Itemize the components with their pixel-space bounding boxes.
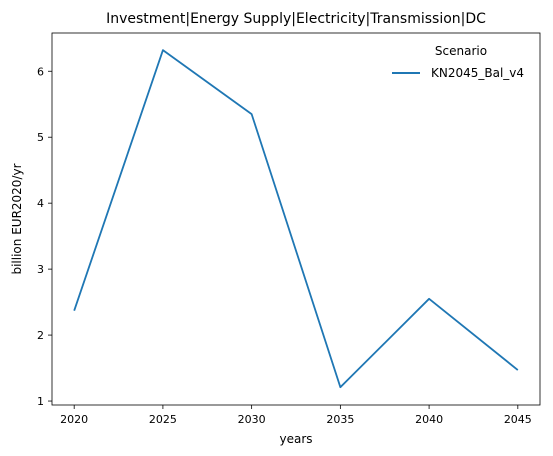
y-axis: 1 2 3 4 5 6 [37, 65, 52, 408]
y-tick-label: 5 [37, 131, 44, 144]
x-axis-label: years [279, 432, 312, 446]
legend-entry-label: KN2045_Bal_v4 [431, 66, 524, 80]
y-tick-label: 2 [37, 329, 44, 342]
y-tick-label: 1 [37, 395, 44, 408]
x-tick-label: 2035 [326, 413, 354, 426]
series-line [73, 49, 519, 389]
x-tick-label: 2040 [415, 413, 443, 426]
legend: Scenario KN2045_Bal_v4 [392, 44, 524, 80]
plot-area [51, 32, 541, 406]
y-tick-label: 3 [37, 263, 44, 276]
legend-title: Scenario [435, 44, 487, 58]
x-tick-label: 2045 [504, 413, 532, 426]
y-tick-label: 6 [37, 65, 44, 78]
x-axis: 2020 2025 2030 2035 2040 2045 [60, 405, 532, 426]
chart-title: Investment|Energy Supply|Electricity|Tra… [106, 11, 486, 27]
x-tick-label: 2025 [149, 413, 177, 426]
x-tick-label: 2020 [60, 413, 88, 426]
y-tick-label: 4 [37, 197, 44, 210]
series-layer [73, 49, 519, 389]
y-axis-label: billion EUR2020/yr [10, 163, 24, 274]
x-tick-label: 2030 [238, 413, 266, 426]
